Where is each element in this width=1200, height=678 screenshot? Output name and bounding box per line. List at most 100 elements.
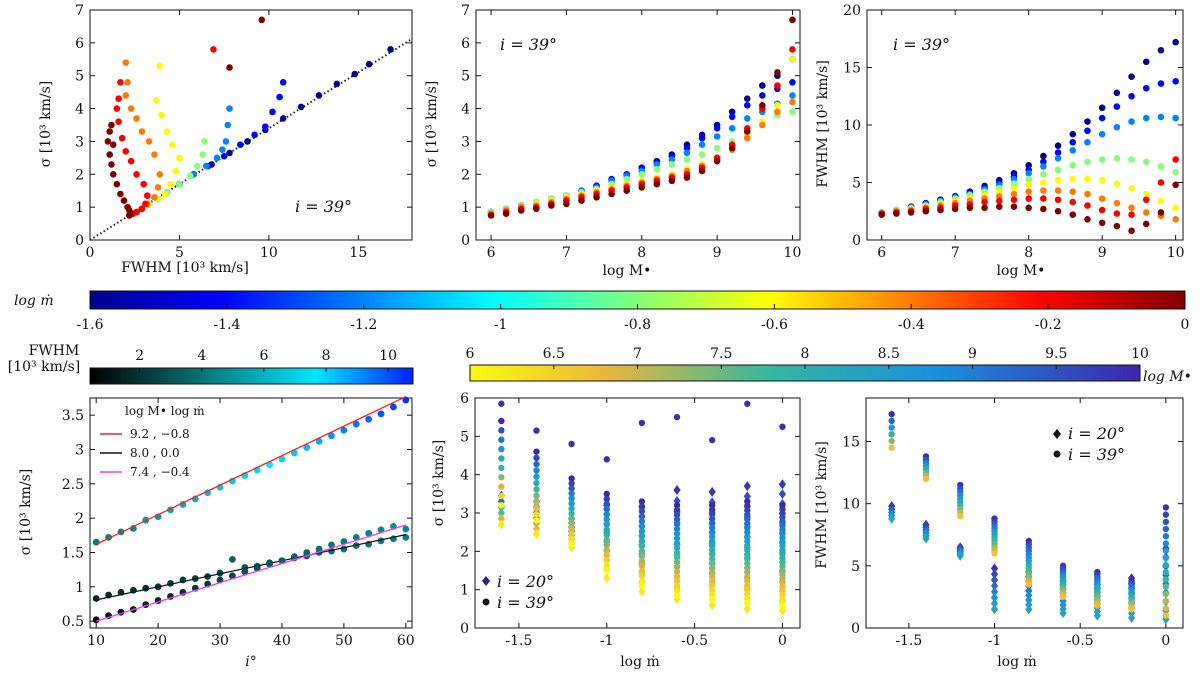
panel-a-point (163, 128, 171, 135)
panel-f-circle-point (1162, 597, 1170, 605)
panel-c-point (1010, 190, 1018, 198)
panel-e-circle-point (744, 400, 751, 407)
panel-e-circle-point (708, 560, 716, 567)
panel-e-circle-point (638, 557, 646, 565)
panel-e-circle-point (744, 573, 751, 580)
panel-e-diamond-point (497, 496, 505, 507)
panel-e-circle-point (638, 582, 646, 590)
colorbar-log-m-tick-label: 6 (466, 346, 475, 362)
panel-e-diamond-point (532, 529, 541, 540)
panel-a-point (133, 115, 140, 122)
panel-d-point (92, 616, 100, 624)
panel-f-legend-entry-2: i = 39° (1068, 445, 1125, 464)
panel-a-point (122, 59, 130, 66)
colorbar-log-mdot-tick-label: -0.4 (898, 317, 925, 333)
panel-c-point (1040, 187, 1047, 194)
panel-f-xtick-label: 0 (1161, 633, 1170, 649)
panel-b-point (698, 151, 706, 158)
panel-e-circle-point (673, 587, 681, 594)
panel-a-ytick-label: 1 (75, 200, 84, 216)
panel-c-point (1128, 118, 1135, 125)
panel-e-circle-point (603, 456, 610, 463)
panel-e-circle-point (568, 535, 575, 542)
panel-f-xtick-label: -1.5 (895, 633, 922, 649)
panel-e-circle-point (708, 591, 716, 598)
panel-e-circle-point (708, 506, 716, 514)
panel-e-circle-point (568, 505, 575, 512)
panel-c-point (1128, 211, 1135, 218)
panel-b-ytick-label: 7 (461, 3, 470, 19)
panel-a-xtick-label: 15 (349, 245, 367, 261)
panel-f-circle-point (957, 512, 964, 520)
panel-c-point (1069, 188, 1077, 195)
panel-fwhm-vs-logmdot: log ṁ FWHM [10³ km/s] i = 20° i = 39° -1… (814, 397, 1184, 670)
panel-c-point (1128, 156, 1135, 163)
panel-e-legend-entry-2: i = 39° (497, 593, 554, 612)
panel-c-point (1172, 78, 1179, 85)
panel-c-point (1157, 179, 1165, 186)
panel-c-point (1084, 138, 1091, 146)
panel-c-point (1098, 176, 1106, 184)
panel-f-circle-point (1162, 540, 1170, 547)
panel-f-legend-circle (1053, 450, 1061, 458)
panel-c-point (1113, 103, 1121, 110)
panel-c-point (1084, 175, 1091, 183)
panel-e-circle-point (744, 586, 751, 594)
panel-a-point (210, 46, 217, 53)
panel-e-circle-point (779, 603, 786, 611)
panel-a-point (365, 60, 373, 68)
panel-a-point (104, 138, 112, 145)
panel-c-point (1084, 158, 1091, 166)
panel-d-point (402, 533, 410, 541)
panel-e-circle-point (673, 540, 681, 547)
panel-c-point (1069, 138, 1077, 146)
panel-d-point (315, 437, 323, 445)
panel-d-point (229, 555, 236, 563)
panel-d-xtick-label: 50 (335, 633, 353, 649)
panel-e-circle-point (498, 417, 505, 425)
panel-e-circle-point (708, 515, 716, 522)
panel-d-xtick-label: 60 (397, 633, 415, 649)
panel-e-circle-point (498, 445, 505, 453)
panel-a-point (176, 154, 183, 162)
panel-b-point (743, 115, 751, 122)
panel-f-legend-diamond (1053, 429, 1061, 439)
panel-c-point (1010, 180, 1018, 187)
panel-c-point (1098, 104, 1106, 112)
panel-c-point (1172, 38, 1179, 46)
panel-e-circle-point (744, 511, 751, 518)
panel-d-xtick-label: 40 (273, 633, 291, 649)
panel-a-point (127, 157, 135, 165)
panel-e-circle-point (603, 505, 610, 513)
panel-b-point (638, 170, 646, 178)
panel-e-circle-point (638, 498, 646, 505)
panel-e-circle-point (498, 455, 505, 462)
panel-e-circle-point (498, 464, 505, 472)
panel-b-point (728, 108, 736, 116)
panel-f-diamond-point (1093, 610, 1101, 621)
panel-e-circle-point (498, 436, 505, 443)
colorbar-log-mdot-tick-label: 0 (1181, 317, 1190, 333)
panel-c-point (1025, 181, 1032, 189)
panel-a-point (158, 111, 165, 119)
panel-c-point (1142, 114, 1150, 122)
panel-b-point (789, 46, 796, 53)
panel-e-circle-point (603, 490, 610, 498)
panel-b-ytick-label: 4 (461, 102, 470, 118)
panel-d-point (365, 529, 373, 537)
panel-e-circle-point (673, 530, 681, 537)
panel-e-circle-point (744, 515, 751, 523)
panel-c-point (951, 205, 959, 213)
panel-d-point (278, 455, 286, 463)
panel-a-point (118, 134, 126, 142)
panel-b-ylabel: σ [10³ km/s] (424, 81, 440, 167)
panel-a-point (108, 121, 115, 129)
panel-a-point (113, 105, 121, 112)
panel-e-ytick-label: 1 (460, 583, 469, 599)
panel-c-point (1069, 198, 1077, 206)
panel-b-point (743, 128, 751, 135)
panel-d-point (402, 396, 410, 404)
panel-e-circle-point (708, 564, 716, 572)
panel-b-point (759, 121, 766, 129)
panel-a-point (117, 78, 124, 86)
